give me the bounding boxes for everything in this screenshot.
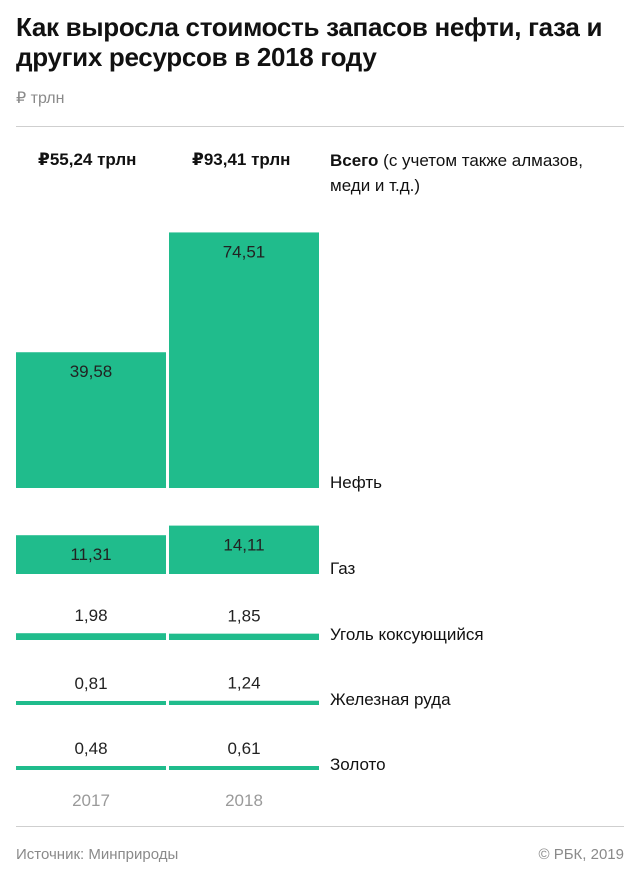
bar-1-0 [16, 535, 166, 574]
category-label-1: Газ [330, 559, 356, 578]
bar-2-0 [16, 633, 166, 640]
total-label-rest: (с учетом также алмазов, меди и т.д.) [330, 151, 583, 195]
unit-label: ₽ трлн [16, 90, 65, 107]
bar-0-0 [16, 352, 166, 488]
value-label-0-0: 39,58 [70, 362, 113, 381]
bar-1-1 [169, 525, 319, 574]
total-2017: ₽55,24 трлн [38, 150, 137, 169]
bar-4-1 [169, 766, 319, 770]
category-label-0: Нефть [330, 473, 382, 492]
year-label-2017: 2017 [72, 791, 110, 810]
bar-0-1 [169, 232, 319, 488]
total-2018: ₽93,41 трлн [192, 150, 291, 169]
year-label-2018: 2018 [225, 791, 263, 810]
value-label-2-0: 1,98 [74, 606, 107, 625]
value-label-4-0: 0,48 [74, 739, 107, 758]
total-label-bold: Всего [330, 151, 379, 170]
category-label-4: Золото [330, 755, 386, 774]
chart-title: Как выросла стоимость запасов нефти, газ… [16, 12, 603, 72]
source-note: Источник: Минприроды [16, 846, 179, 863]
bar-2-1 [169, 633, 319, 640]
bar-4-0 [16, 766, 166, 770]
top-divider [16, 126, 624, 127]
category-label-3: Железная руда [330, 690, 451, 709]
copyright: © РБК, 2019 [538, 846, 624, 863]
category-label-2: Уголь коксующийся [330, 625, 484, 644]
value-label-1-0: 11,31 [70, 545, 111, 564]
value-label-3-0: 0,81 [74, 674, 107, 693]
bar-3-0 [16, 701, 166, 705]
value-label-3-1: 1,24 [227, 674, 260, 693]
bar-3-1 [169, 700, 319, 705]
bottom-divider [16, 826, 624, 827]
value-label-2-1: 1,85 [227, 607, 260, 626]
value-label-4-1: 0,61 [227, 739, 260, 758]
total-label: Всего (с учетом также алмазов, меди и т.… [330, 148, 620, 198]
value-label-1-1: 14,11 [223, 536, 264, 555]
value-label-0-1: 74,51 [223, 242, 266, 261]
